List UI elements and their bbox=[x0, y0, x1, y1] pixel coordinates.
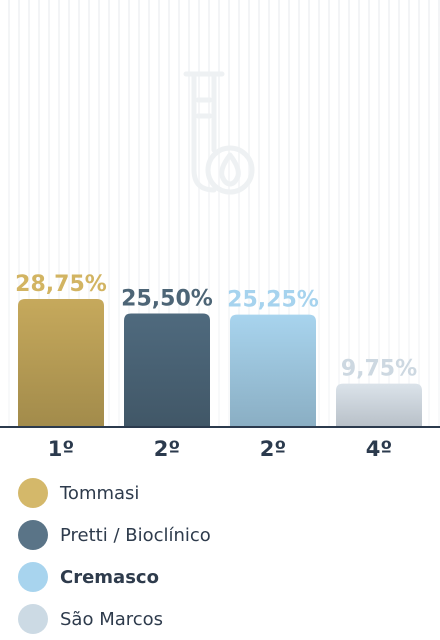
rank-label-sao-marcos: 4º bbox=[366, 437, 392, 461]
bar-sao-marcos bbox=[336, 383, 422, 427]
legend-swatch-cremasco bbox=[18, 562, 48, 592]
bar-value-label-tommasi: 28,75% bbox=[15, 272, 107, 297]
legend-item-pretti: Pretti / Bioclínico bbox=[18, 514, 428, 556]
bar-cremasco bbox=[230, 314, 316, 427]
legend-swatch-tommasi bbox=[18, 478, 48, 508]
bar-value-label-cremasco: 25,25% bbox=[227, 288, 319, 313]
legend-item-sao-marcos: São Marcos bbox=[18, 598, 428, 640]
bar-value-label-pretti: 25,50% bbox=[121, 286, 213, 311]
legend-item-tommasi: Tommasi bbox=[18, 472, 428, 514]
legend-label-sao-marcos: São Marcos bbox=[60, 608, 164, 630]
legend-label-cremasco: Cremasco bbox=[60, 566, 159, 588]
legend-item-cremasco: Cremasco bbox=[18, 556, 428, 598]
bar-chart: 28,75% 25,50% 25,25% 9,75% 1º 2º 2º 4º bbox=[0, 71, 440, 461]
bar-tommasi bbox=[18, 299, 104, 427]
test-tube-drop-icon bbox=[183, 71, 255, 195]
legend: Tommasi Pretti / Bioclínico Cremasco São… bbox=[18, 472, 428, 640]
rank-label-pretti: 2º bbox=[154, 437, 180, 461]
legend-label-tommasi: Tommasi bbox=[60, 482, 140, 504]
bar-value-label-sao-marcos: 9,75% bbox=[341, 357, 417, 382]
rank-label-cremasco: 2º bbox=[260, 437, 286, 461]
legend-label-pretti: Pretti / Bioclínico bbox=[60, 524, 211, 546]
legend-swatch-pretti bbox=[18, 520, 48, 550]
legend-swatch-sao-marcos bbox=[18, 604, 48, 634]
rank-label-tommasi: 1º bbox=[48, 437, 74, 461]
bar-pretti bbox=[124, 313, 210, 427]
